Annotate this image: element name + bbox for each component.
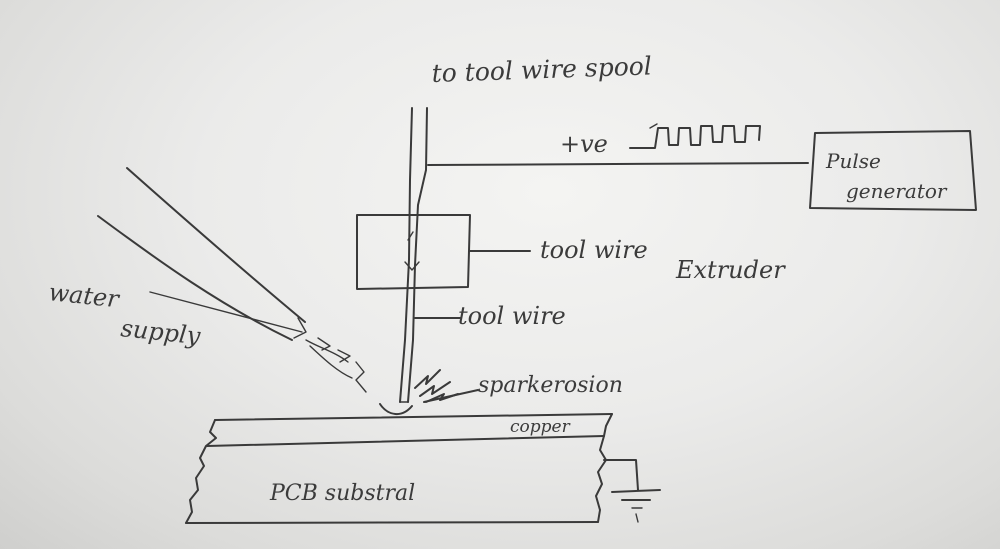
label-tool-wire-extruder: tool wire: [540, 236, 648, 264]
spark-icons: [379, 369, 459, 415]
label-generator: generator: [846, 179, 948, 203]
label-water: water: [47, 278, 121, 313]
tool-wire: [399, 107, 428, 403]
label-pulse: Pulse: [825, 149, 881, 173]
label-tool-wire: tool wire: [458, 302, 566, 330]
extruder-box: [356, 214, 471, 290]
label-extruder: Extruder: [675, 256, 786, 284]
pcb-workpiece: [185, 413, 613, 524]
label-pcb-substrate: PCB substral: [269, 481, 415, 506]
square-wave-icon: [629, 123, 761, 149]
label-to-spool: to tool wire spool: [431, 51, 652, 88]
label-spark-erosion: sparkerosion: [478, 373, 623, 398]
label-positive: +ve: [560, 130, 608, 158]
pulse-connection-wire: [427, 162, 809, 166]
pulse-generator-box: [809, 130, 977, 211]
label-copper: copper: [510, 417, 571, 437]
label-supply: supply: [119, 314, 202, 350]
ground-icon: [603, 459, 661, 523]
water-supply-tubes: [97, 167, 367, 393]
